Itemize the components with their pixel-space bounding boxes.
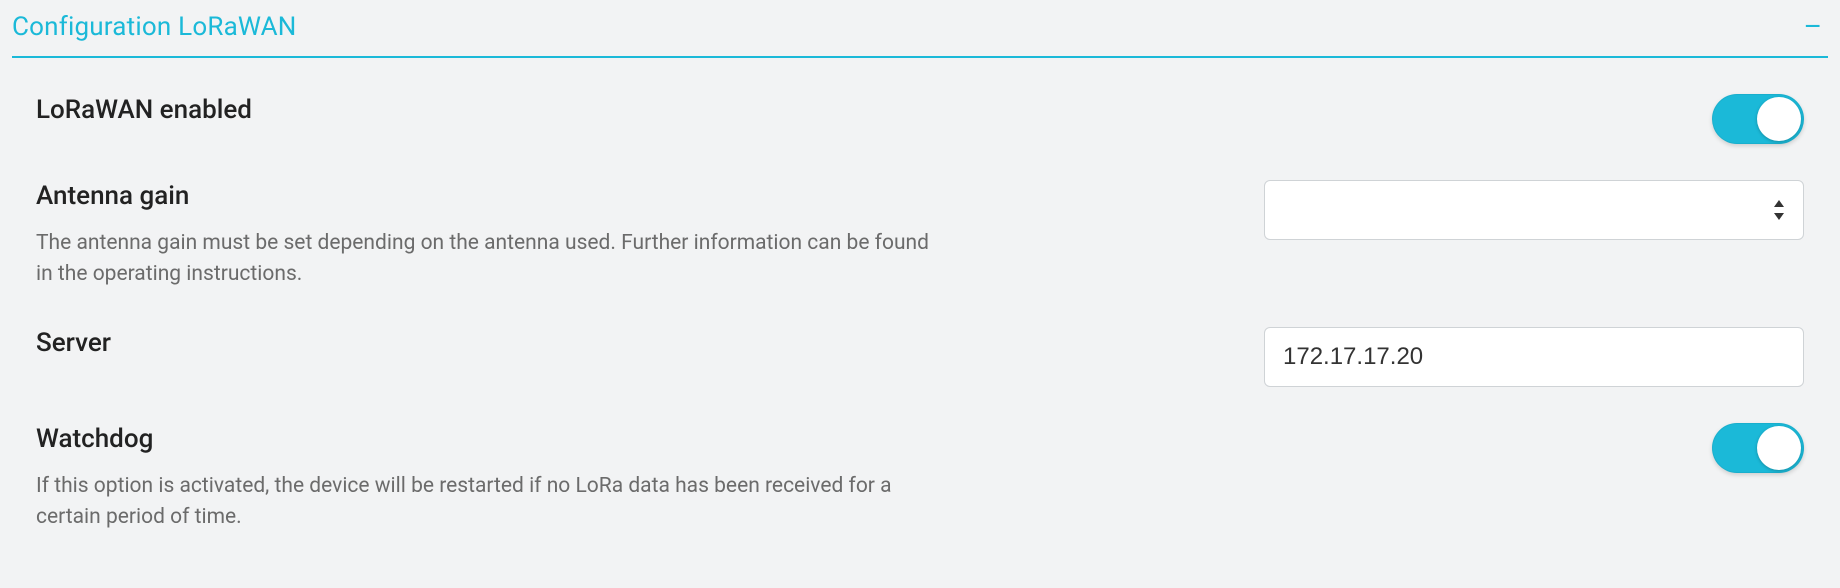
label-lorawan-enabled: LoRaWAN enabled	[36, 94, 936, 128]
label-watchdog: Watchdog	[36, 423, 936, 457]
toggle-knob	[1757, 97, 1801, 141]
toggle-lorawan-enabled[interactable]	[1712, 94, 1804, 144]
panel-header: Configuration LoRaWAN –	[12, 0, 1828, 58]
help-antenna-gain: The antenna gain must be set depending o…	[36, 228, 936, 291]
collapse-icon[interactable]: –	[1798, 13, 1828, 41]
panel-body: LoRaWAN enabled Antenna gain The antenna…	[12, 58, 1828, 534]
config-lorawan-panel: Configuration LoRaWAN – LoRaWAN enabled …	[0, 0, 1840, 534]
panel-title: Configuration LoRaWAN	[12, 12, 297, 42]
toggle-knob	[1757, 426, 1801, 470]
input-server[interactable]	[1264, 327, 1804, 387]
row-server: Server	[36, 327, 1804, 387]
row-lorawan-enabled: LoRaWAN enabled	[36, 94, 1804, 144]
help-watchdog: If this option is activated, the device …	[36, 471, 936, 534]
label-antenna-gain: Antenna gain	[36, 180, 936, 214]
select-wrap-antenna-gain	[1264, 180, 1804, 240]
toggle-watchdog[interactable]	[1712, 423, 1804, 473]
label-server: Server	[36, 327, 936, 361]
row-watchdog: Watchdog If this option is activated, th…	[36, 423, 1804, 534]
row-antenna-gain: Antenna gain The antenna gain must be se…	[36, 180, 1804, 291]
select-antenna-gain[interactable]	[1264, 180, 1804, 240]
